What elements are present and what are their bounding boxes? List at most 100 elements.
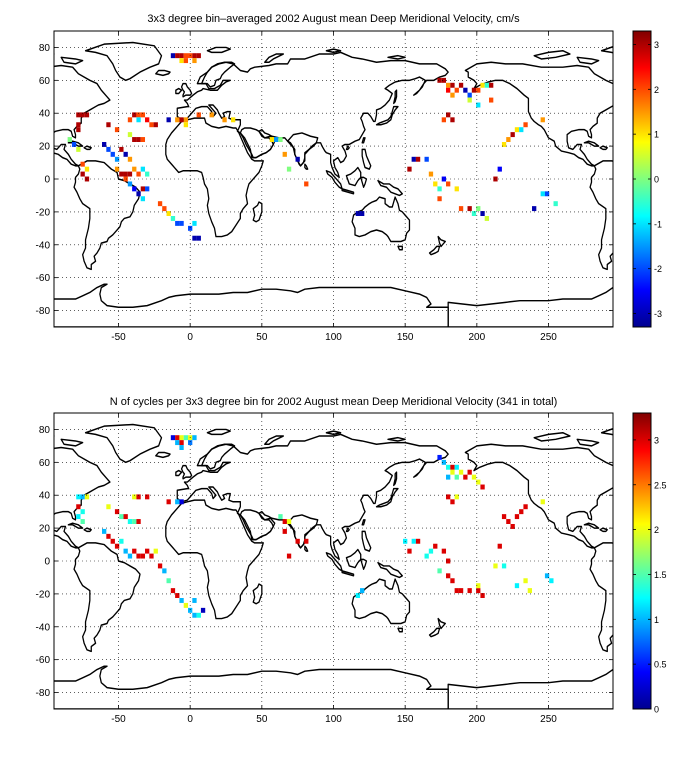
data-bin xyxy=(450,499,455,505)
colorbar-tick-label: 1 xyxy=(654,615,659,625)
data-bin xyxy=(278,514,283,520)
x-tick-label: 50 xyxy=(256,332,268,343)
data-bin xyxy=(119,146,124,152)
data-bin xyxy=(127,117,133,123)
data-bin xyxy=(175,117,180,123)
data-bin xyxy=(179,445,184,450)
data-bin xyxy=(428,171,434,177)
data-bin xyxy=(553,201,558,207)
data-bin xyxy=(471,211,477,216)
data-bin xyxy=(140,166,146,172)
y-tick-label: 20 xyxy=(39,524,51,535)
colorbar-tick-label: 3 xyxy=(654,40,659,50)
data-bin xyxy=(437,454,442,460)
data-bin xyxy=(192,598,197,603)
y-tick-label: 60 xyxy=(39,76,51,87)
data-bin xyxy=(175,499,180,505)
data-bin xyxy=(458,588,464,594)
data-bin xyxy=(506,519,511,524)
data-bin xyxy=(540,117,545,123)
data-bin xyxy=(441,548,447,554)
data-bin xyxy=(424,156,429,162)
data-bin xyxy=(450,92,455,98)
data-bin xyxy=(446,558,451,564)
data-bin xyxy=(162,206,167,212)
data-bin xyxy=(209,112,214,118)
data-bin xyxy=(179,435,184,441)
data-bin xyxy=(450,117,455,123)
data-bin xyxy=(136,117,141,123)
data-bin xyxy=(145,548,150,554)
y-tick-label: 80 xyxy=(39,425,51,436)
data-bin xyxy=(471,474,477,480)
data-bin xyxy=(183,435,189,441)
x-tick-label: 100 xyxy=(325,714,342,725)
data-bin xyxy=(136,519,141,524)
data-bin xyxy=(183,122,189,128)
data-bin xyxy=(114,166,120,172)
data-bin xyxy=(497,166,502,172)
data-bin xyxy=(110,151,115,157)
data-bin xyxy=(140,112,146,118)
data-bin xyxy=(114,127,120,133)
data-bin xyxy=(463,474,468,480)
data-bin xyxy=(179,58,184,64)
data-bin xyxy=(110,538,115,544)
velocity-panel: 3x3 degree bin–averaged 2002 August mean… xyxy=(36,13,662,343)
y-tick-label: 60 xyxy=(39,458,51,469)
data-bin xyxy=(446,87,451,93)
data-bin xyxy=(123,548,128,554)
data-bin xyxy=(476,479,481,485)
data-bin xyxy=(463,87,468,93)
data-bin xyxy=(166,117,171,123)
data-bin xyxy=(454,474,459,480)
data-bin xyxy=(424,553,429,559)
chart-title: 3x3 degree bin–averaged 2002 August mean… xyxy=(147,13,520,25)
data-bin xyxy=(489,97,494,103)
data-bin xyxy=(132,137,137,142)
y-tick-label: -20 xyxy=(36,589,51,600)
data-bin xyxy=(140,196,146,202)
data-bin xyxy=(497,543,502,549)
data-bin xyxy=(446,82,451,88)
data-bin xyxy=(454,494,459,500)
y-tick-label: 0 xyxy=(44,175,50,186)
data-bin xyxy=(415,156,421,162)
data-bin xyxy=(175,435,180,441)
data-bin xyxy=(458,469,464,475)
data-bin xyxy=(76,514,81,520)
data-bin xyxy=(407,548,412,554)
data-bin xyxy=(84,166,90,172)
data-bin xyxy=(166,211,171,216)
data-bin xyxy=(467,588,472,594)
data-bin xyxy=(446,464,451,470)
data-bin xyxy=(441,176,447,182)
data-bin xyxy=(510,132,515,138)
data-bin xyxy=(67,137,72,142)
colorbar-tick-label: 3 xyxy=(654,435,659,445)
data-bin xyxy=(540,499,545,505)
data-bin xyxy=(501,142,507,147)
data-bin xyxy=(166,499,171,505)
data-bin xyxy=(102,142,107,147)
data-bin xyxy=(437,77,442,83)
data-bin xyxy=(132,112,137,118)
data-bin xyxy=(140,186,146,192)
data-bin xyxy=(269,137,275,142)
data-bin xyxy=(501,563,507,569)
y-tick-label: -80 xyxy=(36,688,51,699)
data-bin xyxy=(76,494,81,500)
data-bin xyxy=(231,117,236,123)
data-bin xyxy=(450,469,455,475)
data-bin xyxy=(132,548,137,554)
data-bin xyxy=(428,548,434,554)
data-bin xyxy=(179,220,184,226)
data-bin xyxy=(200,607,206,613)
data-bin xyxy=(192,53,197,59)
x-tick-label: -50 xyxy=(111,714,126,725)
data-bin xyxy=(153,548,158,554)
data-bin xyxy=(196,612,201,618)
data-bin xyxy=(476,206,481,212)
data-bin xyxy=(106,146,111,152)
y-tick-label: 40 xyxy=(39,491,51,502)
